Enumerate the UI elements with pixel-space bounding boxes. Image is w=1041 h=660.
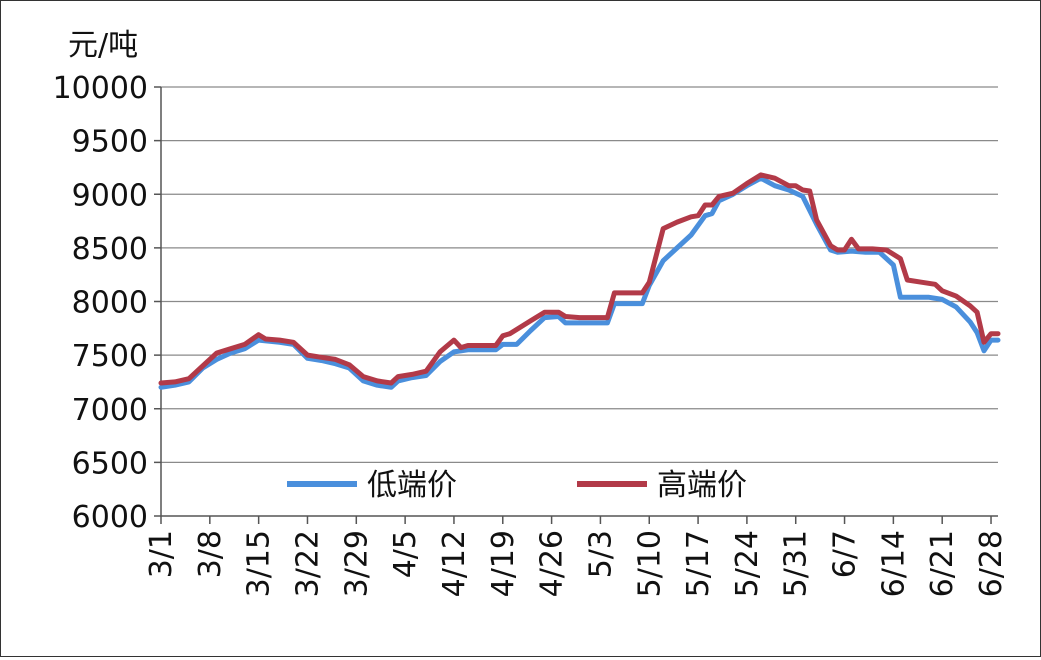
x-tick-label: 5/24 (730, 530, 765, 597)
x-tick-label: 6/7 (828, 530, 863, 578)
x-tick-label: 6/28 (974, 530, 1009, 597)
y-tick-label: 8000 (72, 286, 148, 321)
x-tick-label: 4/5 (388, 530, 423, 578)
x-tick-label: 4/12 (437, 530, 472, 597)
x-tick-label: 4/19 (486, 530, 521, 597)
legend: 低端价 高端价 (287, 468, 747, 503)
x-tick-label: 3/8 (193, 530, 228, 578)
x-tick-label: 3/22 (290, 530, 325, 597)
y-tick-label: 9500 (72, 125, 148, 160)
x-tick-label: 6/14 (876, 530, 911, 597)
y-tick-label: 10000 (53, 71, 148, 106)
x-tick-label: 5/31 (779, 530, 814, 597)
x-tick-label: 5/17 (681, 530, 716, 597)
y-tick-label: 6500 (72, 446, 148, 481)
axes (154, 86, 998, 524)
x-tick-label: 5/10 (632, 530, 667, 597)
x-tick-label: 6/21 (925, 530, 960, 597)
y-tick-label: 7500 (72, 339, 148, 374)
y-tick-label: 8500 (72, 232, 148, 267)
x-tick-label: 3/15 (242, 530, 277, 597)
gridlines (161, 86, 998, 463)
axis-labels: 元/吨 10000 9500 9000 8500 8000 7500 7000 6500 600… (53, 28, 1009, 597)
series-lines (158, 172, 1001, 390)
y-axis-title: 元/吨 (68, 28, 138, 63)
x-tick-label: 3/29 (339, 530, 374, 597)
y-tick-label: 9000 (72, 178, 148, 213)
x-tick-label: 5/3 (583, 530, 618, 578)
legend-label-high-price: 高端价 (657, 468, 747, 503)
x-tick-label: 4/26 (535, 530, 570, 597)
y-tick-label: 6000 (72, 500, 148, 535)
legend-label-low-price: 低端价 (367, 468, 457, 503)
series-line-high-price (158, 172, 1001, 386)
x-tick-label: 3/1 (144, 530, 179, 578)
y-tick-label: 7000 (72, 393, 148, 428)
series-line-low-price (158, 175, 1001, 390)
